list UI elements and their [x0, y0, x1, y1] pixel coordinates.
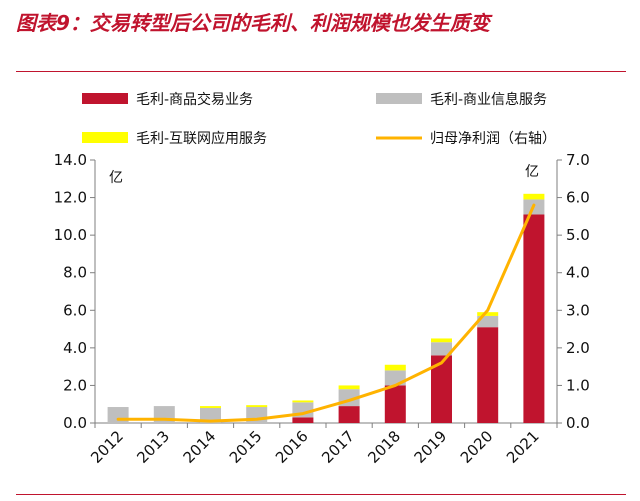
- y-right-tick-label: 1.0: [566, 376, 590, 394]
- y-left-tick-label: 2.0: [63, 376, 87, 394]
- legend-label-4: 归母净利润（右轴）: [430, 130, 556, 147]
- x-tick-label: 2019: [411, 427, 451, 467]
- x-tick-label: 2021: [503, 427, 543, 467]
- bar-segment-series-1: [431, 355, 452, 423]
- y-left-tick-label: 6.0: [63, 301, 87, 319]
- bottom-divider: [16, 494, 626, 495]
- legend-swatch-1: [82, 93, 128, 104]
- figure-title: 图表9：交易转型后公司的毛利、利润规模也发生质变: [16, 11, 490, 35]
- y-left-tick-label: 12.0: [54, 189, 87, 207]
- bar-segment-series-1: [292, 417, 314, 423]
- title-divider: [16, 71, 626, 72]
- y-right-tick-label: 2.0: [566, 339, 590, 357]
- bar-segment-series-3: [477, 312, 499, 316]
- y-left-tick-label: 4.0: [63, 339, 87, 357]
- legend-label-2: 毛利-商业信息服务: [430, 91, 547, 108]
- bar-segment-series-1: [338, 406, 360, 423]
- bar-segment-series-2: [431, 342, 452, 356]
- y-right-tick-label: 6.0: [566, 189, 590, 207]
- bar-segment-series-2: [477, 315, 499, 328]
- y-left-unit-label: 亿: [109, 170, 123, 186]
- x-tick-label: 2015: [226, 427, 266, 467]
- x-tick-label: 2016: [272, 427, 312, 467]
- bar-segment-series-1: [384, 385, 406, 423]
- y-right-tick-label: 0.0: [566, 414, 590, 432]
- bar-segment-series-3: [338, 385, 360, 390]
- net-profit-line: [116, 203, 536, 423]
- y-left-tick-label: 0.0: [63, 414, 87, 432]
- x-tick-label: 2018: [364, 427, 404, 467]
- y-right-tick-label: 3.0: [566, 301, 590, 319]
- y-right-tick-label: 5.0: [566, 226, 590, 244]
- bar-segment-series-3: [523, 193, 545, 200]
- bar-segment-series-1: [523, 214, 545, 423]
- x-tick-label: 2017: [318, 427, 358, 467]
- bar-segment-series-3: [384, 364, 406, 371]
- legend-swatch-2: [376, 93, 422, 104]
- x-tick-label: 2020: [457, 427, 497, 467]
- bar-segment-series-2: [200, 407, 221, 423]
- y-right-tick-label: 4.0: [566, 264, 590, 282]
- bar-segment-series-3: [292, 400, 314, 403]
- y-left-tick-label: 8.0: [63, 264, 87, 282]
- x-tick-label: 2012: [87, 427, 127, 467]
- bar-segment-series-3: [246, 405, 268, 408]
- x-tick-label: 2014: [180, 427, 220, 467]
- bar-segment-series-3: [200, 406, 221, 408]
- bar-segment-series-1: [477, 327, 499, 423]
- legend-label-3: 毛利-互联网应用服务: [136, 130, 267, 147]
- y-right-tick-label: 7.0: [566, 151, 590, 169]
- y-left-tick-label: 14.0: [54, 151, 87, 169]
- bar-segment-series-3: [431, 338, 452, 343]
- legend-label-1: 毛利-商品交易业务: [136, 91, 253, 108]
- y-right-unit-label: 亿: [525, 164, 539, 180]
- x-tick-label: 2013: [133, 427, 173, 467]
- legend-swatch-3: [82, 132, 128, 143]
- y-left-tick-label: 10.0: [54, 226, 87, 244]
